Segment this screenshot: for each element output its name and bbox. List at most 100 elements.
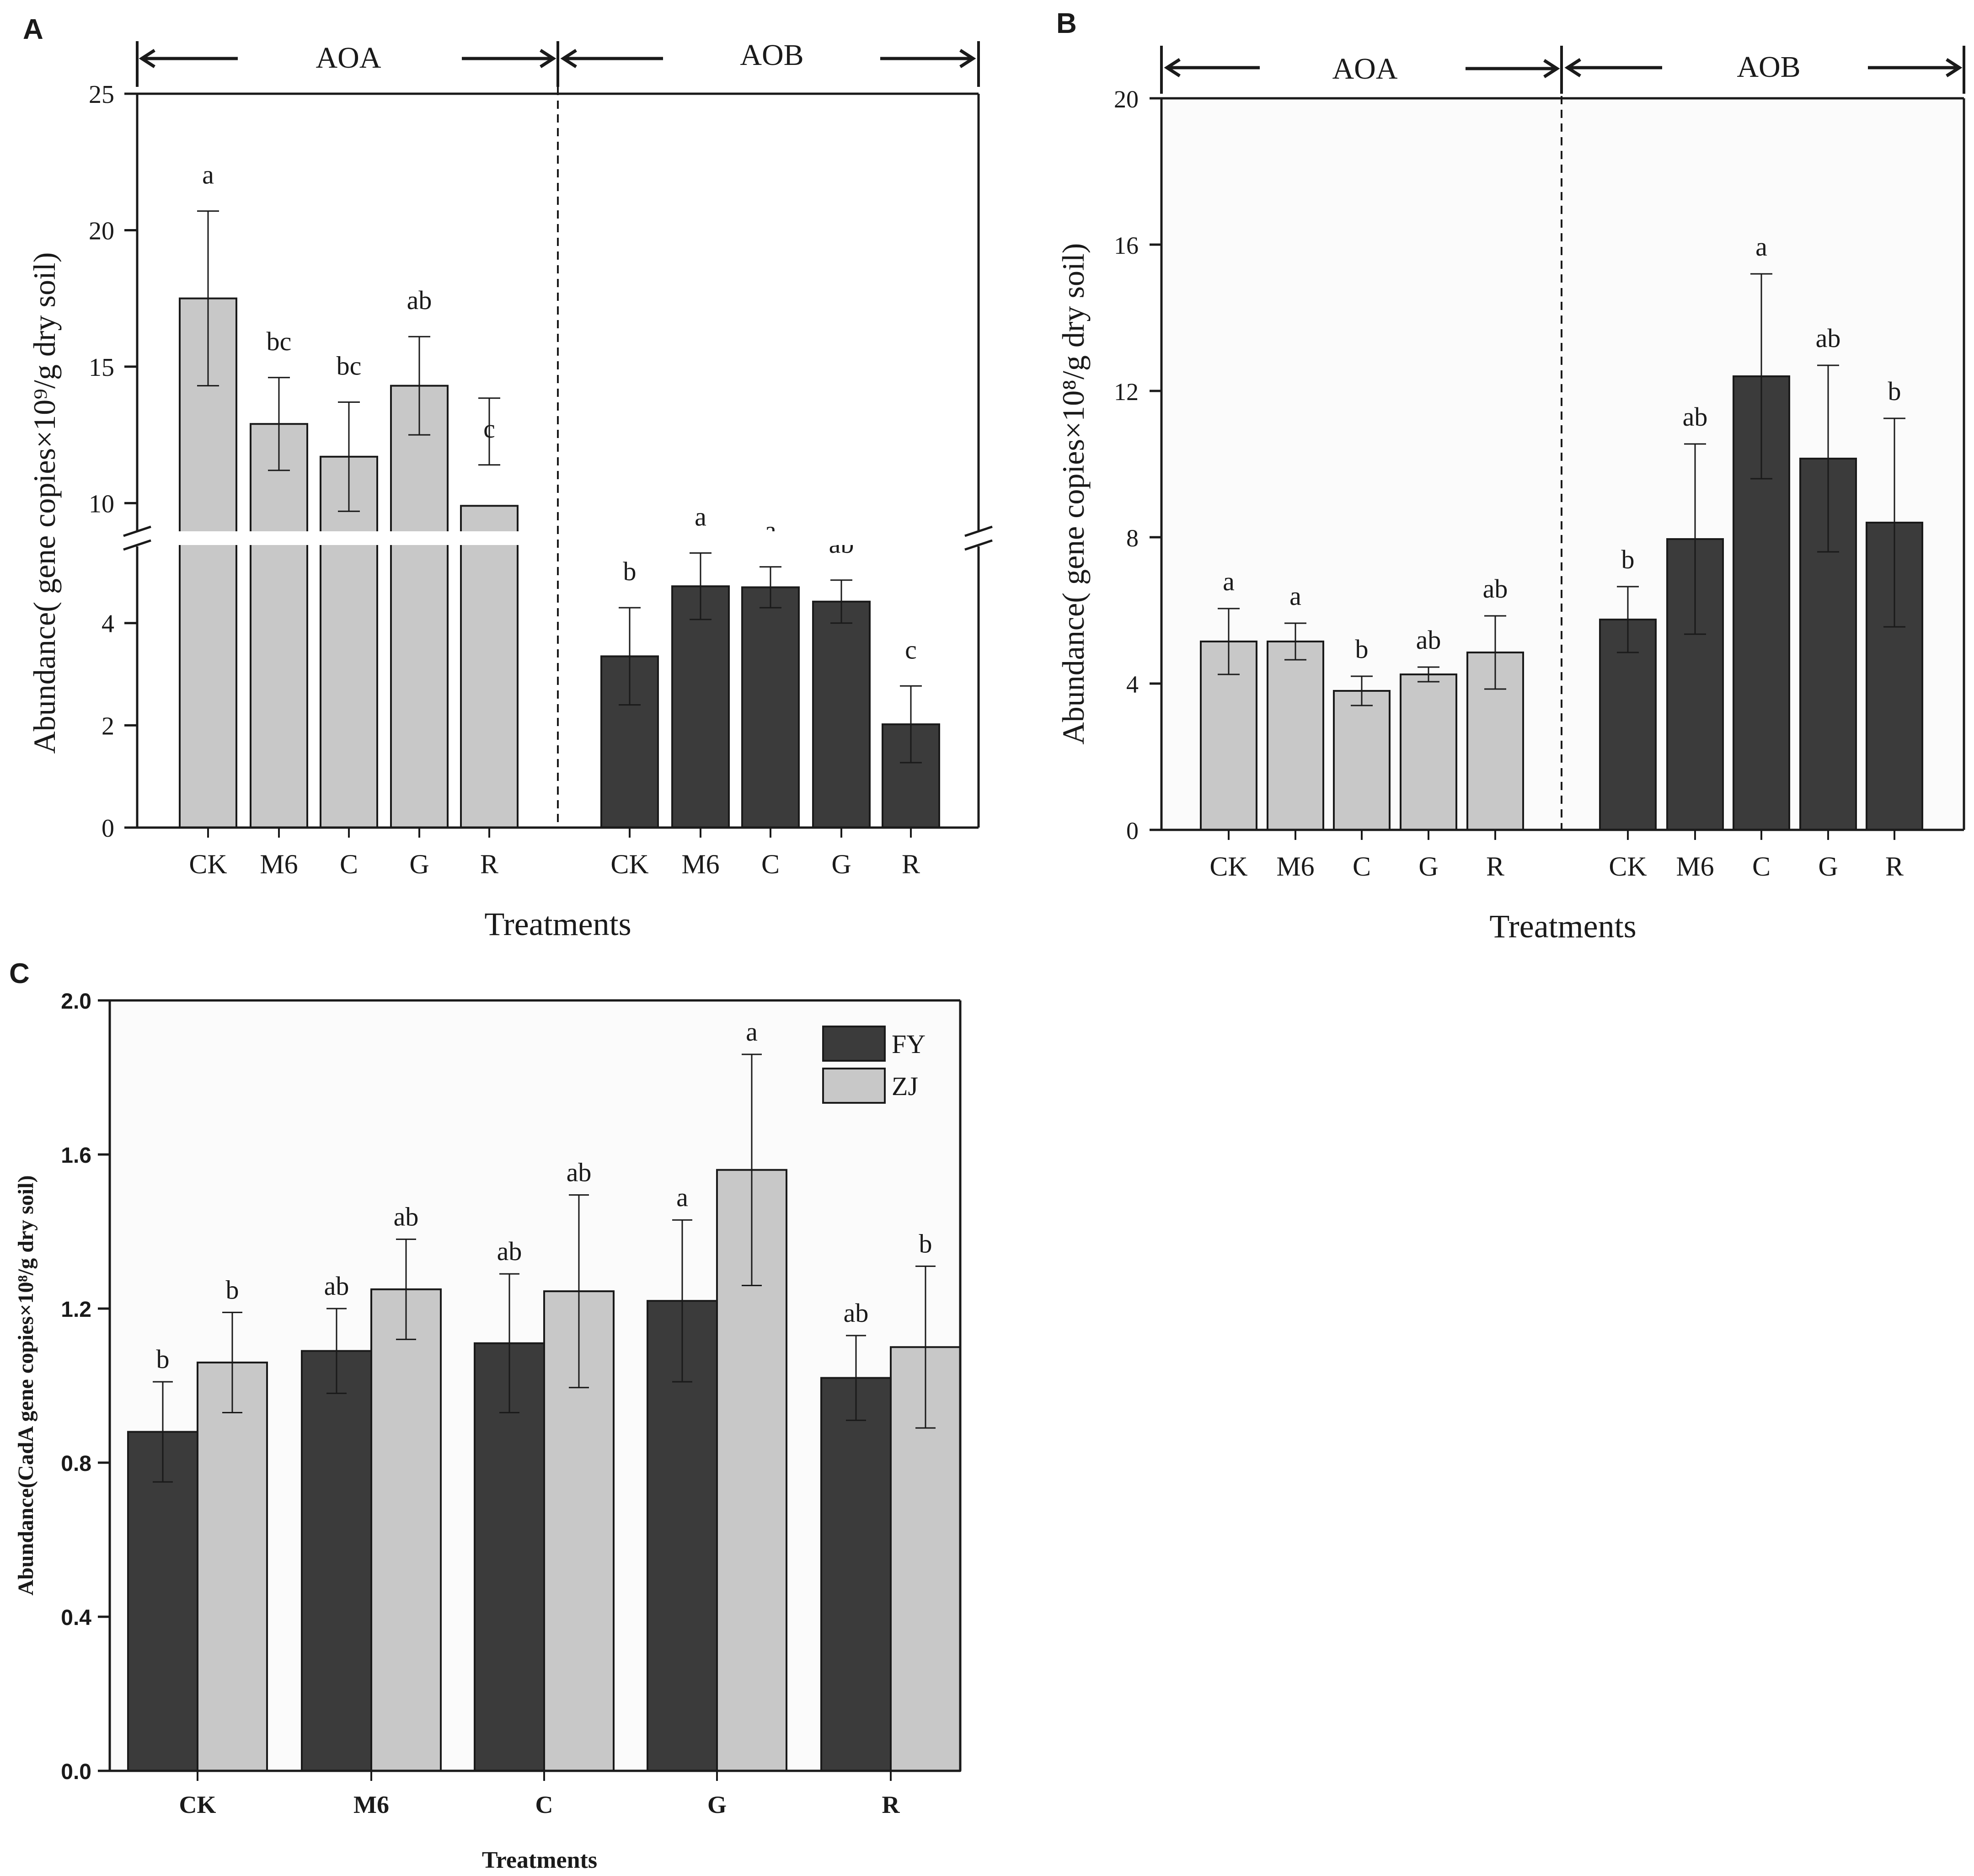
significance-letter: a	[746, 1017, 758, 1047]
bar-zj-ck	[197, 1361, 268, 1772]
bar-aob-c	[741, 586, 800, 829]
x-tick-label: CK	[1209, 851, 1247, 882]
x-tick-label: CK	[1609, 851, 1647, 882]
y-tick-label: 0.4	[61, 1606, 91, 1630]
aoa-right-arrow-head	[540, 49, 556, 68]
axis-break-mark	[964, 525, 993, 537]
significance-letter: c	[905, 635, 917, 664]
aob-left-arrow-head	[560, 49, 577, 68]
y-tick-label: 20	[89, 217, 114, 245]
x-tick-label: C	[1752, 851, 1771, 882]
significance-letter: a	[1223, 567, 1235, 596]
y-tick-label: 25	[89, 80, 114, 109]
bar-fy-ck	[127, 1431, 198, 1772]
x-tick-label: R	[882, 1791, 900, 1818]
y-tick-label: 4	[102, 610, 114, 638]
significance-letter: b	[156, 1344, 170, 1374]
legend-swatch-zj	[822, 1068, 886, 1104]
significance-letter: a	[1755, 232, 1767, 262]
x-tick-label: C	[340, 849, 358, 879]
y-tick-label: 4	[1126, 671, 1139, 698]
x-tick-label: G	[831, 849, 851, 879]
significance-letter: ab	[324, 1271, 349, 1301]
y-tick-label: 1.2	[61, 1298, 91, 1322]
significance-letter: b	[919, 1229, 932, 1258]
significance-letter: b	[1621, 545, 1635, 574]
x-tick-label: R	[1486, 851, 1504, 882]
y-tick-label: 0	[1126, 817, 1139, 844]
x-tick-label: G	[1418, 851, 1438, 882]
significance-letter: a	[695, 502, 706, 532]
x-tick-label: C	[761, 849, 780, 879]
significance-letter: ab	[1683, 402, 1708, 432]
legend-label-fy: FY	[892, 1029, 925, 1059]
x-tick-label: M6	[260, 849, 298, 879]
x-tick-label: M6	[681, 849, 719, 879]
group-label-aoa: AOA	[1332, 52, 1398, 86]
y-tick-label: 1.6	[61, 1144, 91, 1168]
axis-break-mark	[123, 539, 151, 551]
significance-letter: ab	[497, 1236, 522, 1266]
x-tick-label: M6	[1676, 851, 1714, 882]
x-tick-label: CK	[189, 849, 227, 879]
bar-aob-g	[812, 600, 871, 829]
x-axis-title: Treatments	[1489, 908, 1636, 945]
y-tick-label: 20	[1114, 86, 1139, 113]
aob-left-arrow-head	[1564, 58, 1581, 77]
bar-aoa-ck	[179, 297, 237, 828]
significance-letter: ab	[407, 285, 432, 315]
significance-letter: bc	[267, 326, 292, 356]
x-tick-label: G	[409, 849, 429, 879]
significance-letter: ab	[394, 1202, 419, 1231]
legend-swatch-fy	[822, 1026, 886, 1062]
x-tick-label: CK	[610, 849, 648, 879]
y-axis-title: Abundance( gene copies×10⁸/g dry soil)	[1056, 243, 1091, 745]
group-label-aob: AOB	[740, 38, 803, 72]
group-label-aob: AOB	[1737, 50, 1800, 84]
y-axis-title: Abundance( gene copies×10⁹/g dry soil)	[27, 252, 62, 754]
y-tick-label: 16	[1114, 232, 1139, 259]
significance-letter: b	[226, 1275, 239, 1304]
x-tick-label: C	[535, 1791, 553, 1818]
bar-zj-m6	[370, 1288, 442, 1772]
significance-letter: a	[202, 160, 214, 190]
y-tick-label: 12	[1114, 378, 1139, 406]
significance-letter: b	[623, 556, 637, 586]
significance-letter: b	[1355, 634, 1369, 664]
x-axis-title: Treatments	[484, 906, 631, 942]
x-tick-label: CK	[179, 1791, 216, 1818]
x-tick-label: M6	[1276, 851, 1314, 882]
aob-right-arrow-head	[1946, 58, 1963, 77]
y-tick-label: 8	[1126, 524, 1139, 552]
bar-aob-ck	[1599, 619, 1657, 831]
axis-break-mark	[123, 525, 151, 537]
bar-fy-r	[820, 1377, 892, 1772]
aoa-left-arrow-head	[139, 49, 155, 68]
bar-aoa-c	[320, 455, 378, 828]
bar-aoa-g	[1400, 673, 1457, 831]
x-tick-label: C	[1353, 851, 1371, 882]
significance-letter: c	[483, 414, 495, 444]
x-tick-label: G	[1818, 851, 1838, 882]
axis-break-mark	[964, 539, 993, 551]
bar-aoa-m6	[1267, 641, 1324, 831]
significance-letter: ab	[1416, 625, 1441, 655]
x-tick-label: G	[707, 1791, 727, 1818]
aoa-left-arrow-head	[1164, 58, 1181, 77]
panel-label-b: B	[1056, 8, 1077, 39]
y-tick-label: 10	[89, 490, 114, 518]
significance-letter: ab	[1483, 574, 1508, 604]
y-tick-label: 0.8	[61, 1452, 91, 1476]
bar-aoa-c	[1333, 690, 1391, 831]
significance-letter: ab	[844, 1298, 869, 1328]
significance-letter: ab	[567, 1157, 592, 1187]
bar-aob-m6	[671, 585, 730, 828]
y-tick-label: 0	[102, 814, 114, 843]
x-tick-label: R	[902, 849, 920, 879]
x-tick-label: R	[480, 849, 498, 879]
panel-a: Aabcbcabcbaaabc10152025024CKM6CGRCKM6CGR…	[23, 14, 993, 942]
significance-letter: a	[1289, 581, 1301, 611]
y-tick-label: 15	[89, 353, 114, 382]
bar-aoa-r	[460, 505, 519, 828]
